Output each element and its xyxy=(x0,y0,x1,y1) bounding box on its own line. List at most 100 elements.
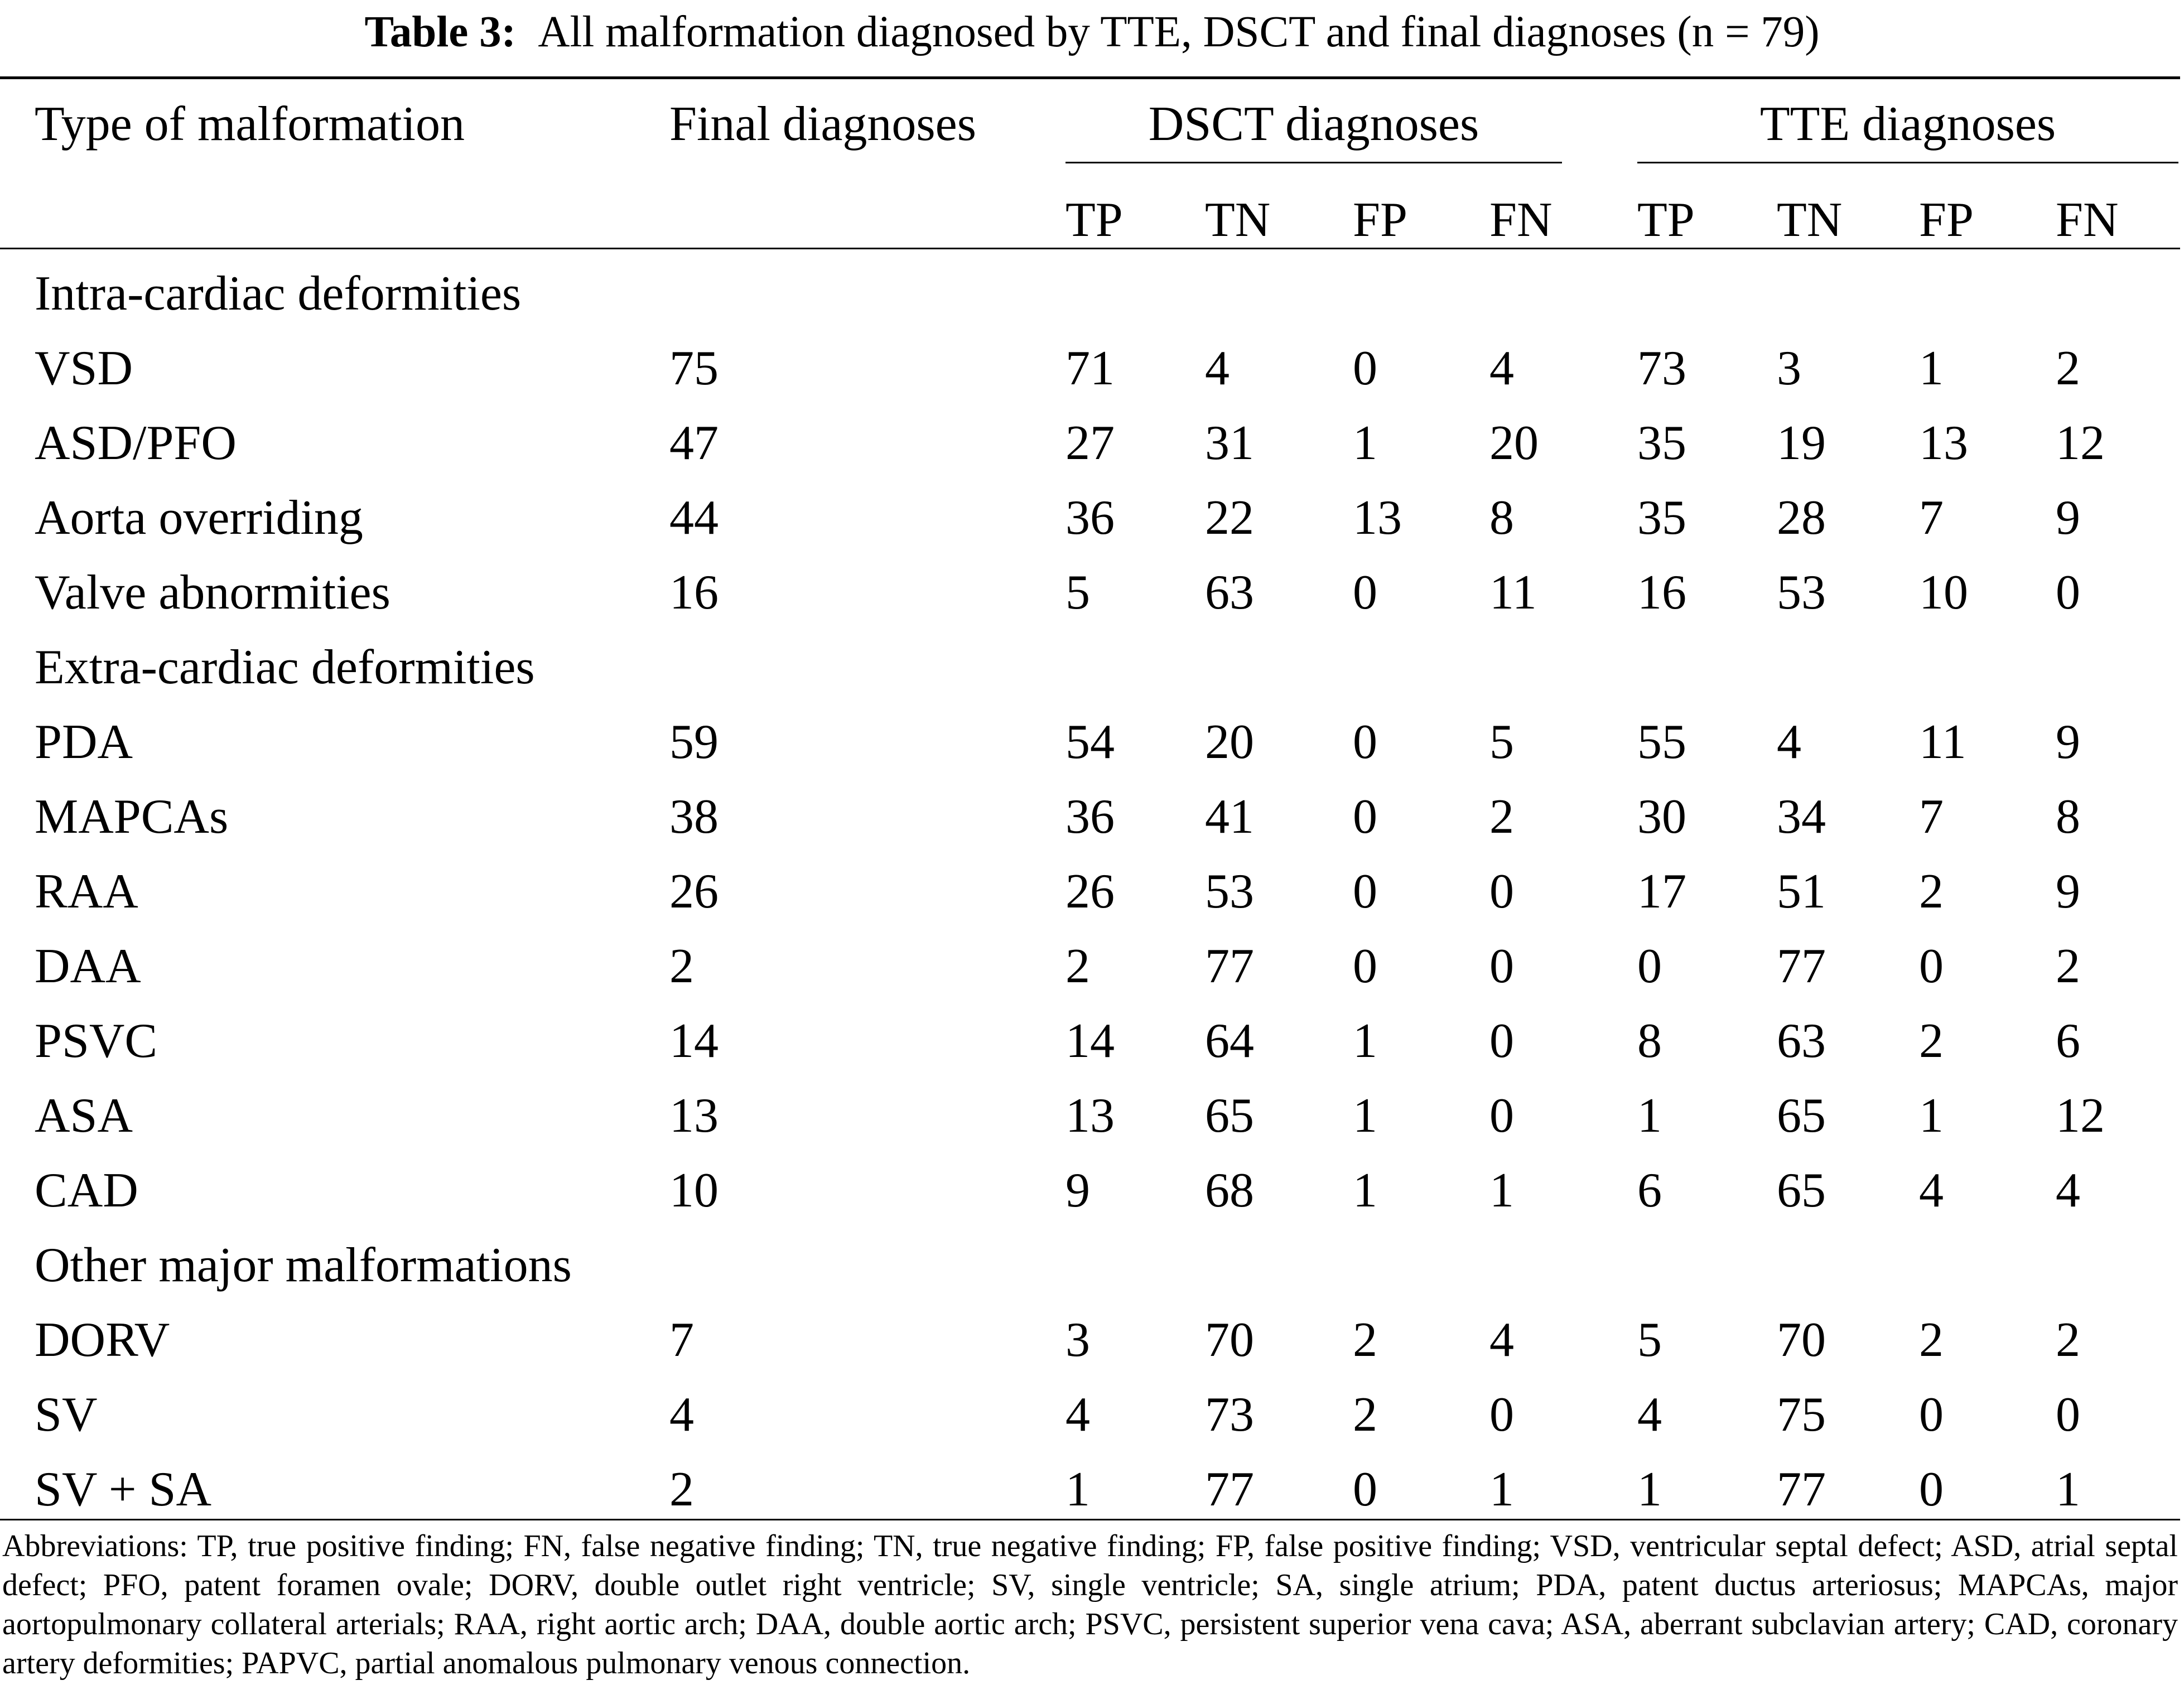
dsct-fp-value: 1 xyxy=(1353,1089,1377,1143)
dsct-tp-value: 26 xyxy=(1066,865,1115,919)
dsct-tn-value: 64 xyxy=(1205,1014,1254,1068)
row-label: SV + SA xyxy=(35,1462,212,1517)
final-diagnoses-value: 13 xyxy=(669,1089,719,1143)
dsct-fp-value: 2 xyxy=(1353,1388,1377,1442)
header-rule xyxy=(0,248,2180,249)
dsct-fn-value: 0 xyxy=(1489,865,1514,919)
final-diagnoses-value: 26 xyxy=(669,865,719,919)
final-diagnoses-value: 10 xyxy=(669,1163,719,1218)
tte-tn-value: 53 xyxy=(1777,566,1826,620)
tte-fn-value: 0 xyxy=(2056,566,2080,620)
table-caption: Table 3: All malformation diagnosed by T… xyxy=(0,4,2184,60)
tte-fp-value: 0 xyxy=(1919,939,1944,993)
row-label: Valve abnormities xyxy=(35,566,390,620)
tte-fp-value: 0 xyxy=(1919,1462,1944,1517)
dsct-tp-value: 36 xyxy=(1066,491,1115,545)
dsct-tp-value: 9 xyxy=(1066,1163,1090,1218)
tte-tp-value: 8 xyxy=(1637,1014,1662,1068)
tte-tn-value: 65 xyxy=(1777,1163,1826,1218)
row-label: MAPCAs xyxy=(35,790,229,844)
tte-fp-value: 13 xyxy=(1919,416,1968,470)
dsct-fn-value: 4 xyxy=(1489,1313,1514,1367)
dsct-tp-value: 2 xyxy=(1066,939,1090,993)
row-label: Aorta overriding xyxy=(35,491,363,545)
tte-fn-value: 9 xyxy=(2056,865,2080,919)
final-diagnoses-value: 2 xyxy=(669,1462,694,1517)
abbreviations-note: Abbreviations: TP, true positive finding… xyxy=(2,1529,2178,1681)
tte-tp-value: 35 xyxy=(1637,416,1686,470)
tte-tn-value: 19 xyxy=(1777,416,1826,470)
tte-fn-value: 12 xyxy=(2056,416,2105,470)
dsct-tn-value: 68 xyxy=(1205,1163,1254,1218)
tte-tn-value: 63 xyxy=(1777,1014,1826,1068)
subheader-tte-fn: FN xyxy=(2056,193,2119,247)
tte-fn-value: 0 xyxy=(2056,1388,2080,1442)
tte-tp-value: 4 xyxy=(1637,1388,1662,1442)
bottom-rule xyxy=(0,1519,2180,1520)
header-final-diagnoses: Final diagnoses xyxy=(669,97,976,151)
row-label: PDA xyxy=(35,715,133,769)
tte-fn-value: 2 xyxy=(2056,1313,2080,1367)
dsct-fn-value: 0 xyxy=(1489,939,1514,993)
dsct-fp-value: 2 xyxy=(1353,1313,1377,1367)
tte-tn-value: 65 xyxy=(1777,1089,1826,1143)
tte-tn-value: 77 xyxy=(1777,1462,1826,1517)
final-diagnoses-value: 47 xyxy=(669,416,719,470)
dsct-fn-value: 8 xyxy=(1489,491,1514,545)
dsct-tn-value: 63 xyxy=(1205,566,1254,620)
dsct-fp-value: 0 xyxy=(1353,865,1377,919)
tte-tp-value: 73 xyxy=(1637,341,1686,395)
subheader-dsct-tn: TN xyxy=(1205,193,1271,247)
dsct-fn-value: 11 xyxy=(1489,566,1537,620)
dsct-tp-value: 1 xyxy=(1066,1462,1090,1517)
dsct-tn-value: 77 xyxy=(1205,1462,1254,1517)
tte-tn-value: 28 xyxy=(1777,491,1826,545)
dsct-tn-value: 41 xyxy=(1205,790,1254,844)
tte-fn-value: 2 xyxy=(2056,939,2080,993)
tte-fp-value: 7 xyxy=(1919,491,1944,545)
tte-fp-value: 2 xyxy=(1919,1313,1944,1367)
section-title: Extra-cardiac deformities xyxy=(35,640,535,694)
row-label: RAA xyxy=(35,865,138,919)
dsct-tp-value: 5 xyxy=(1066,566,1090,620)
dsct-tn-value: 65 xyxy=(1205,1089,1254,1143)
row-label: ASD/PFO xyxy=(35,416,237,470)
table-label: Table 3: xyxy=(364,8,516,56)
tte-tp-value: 35 xyxy=(1637,491,1686,545)
tte-fp-value: 7 xyxy=(1919,790,1944,844)
final-diagnoses-value: 7 xyxy=(669,1313,694,1367)
tte-tn-value: 75 xyxy=(1777,1388,1826,1442)
tte-tp-value: 6 xyxy=(1637,1163,1662,1218)
row-label: VSD xyxy=(35,341,133,395)
header-dsct-diagnoses: DSCT diagnoses xyxy=(1148,97,1479,151)
row-label: DAA xyxy=(35,939,141,993)
row-label: DORV xyxy=(35,1313,170,1367)
dsct-fn-value: 2 xyxy=(1489,790,1514,844)
subheader-dsct-tp: TP xyxy=(1066,193,1123,247)
row-label: CAD xyxy=(35,1163,138,1218)
subheader-dsct-fn: FN xyxy=(1489,193,1553,247)
tte-fn-value: 9 xyxy=(2056,715,2080,769)
final-diagnoses-value: 14 xyxy=(669,1014,719,1068)
tte-fn-value: 9 xyxy=(2056,491,2080,545)
dsct-tn-value: 53 xyxy=(1205,865,1254,919)
tte-tn-value: 4 xyxy=(1777,715,1801,769)
dsct-tn-value: 20 xyxy=(1205,715,1254,769)
dsct-tn-value: 31 xyxy=(1205,416,1254,470)
tte-tp-value: 16 xyxy=(1637,566,1686,620)
tte-fp-value: 1 xyxy=(1919,1089,1944,1143)
tte-tp-value: 5 xyxy=(1637,1313,1662,1367)
tte-fp-value: 4 xyxy=(1919,1163,1944,1218)
dsct-fn-value: 4 xyxy=(1489,341,1514,395)
dsct-fp-value: 0 xyxy=(1353,1462,1377,1517)
dsct-tp-value: 3 xyxy=(1066,1313,1090,1367)
final-diagnoses-value: 4 xyxy=(669,1388,694,1442)
header-tte-diagnoses: TTE diagnoses xyxy=(1759,97,2056,151)
dsct-tn-value: 73 xyxy=(1205,1388,1254,1442)
row-label: ASA xyxy=(35,1089,133,1143)
tte-tn-value: 3 xyxy=(1777,341,1801,395)
tte-fn-value: 2 xyxy=(2056,341,2080,395)
dsct-fp-value: 0 xyxy=(1353,939,1377,993)
subheader-tte-tn: TN xyxy=(1777,193,1843,247)
dsct-fp-value: 0 xyxy=(1353,790,1377,844)
